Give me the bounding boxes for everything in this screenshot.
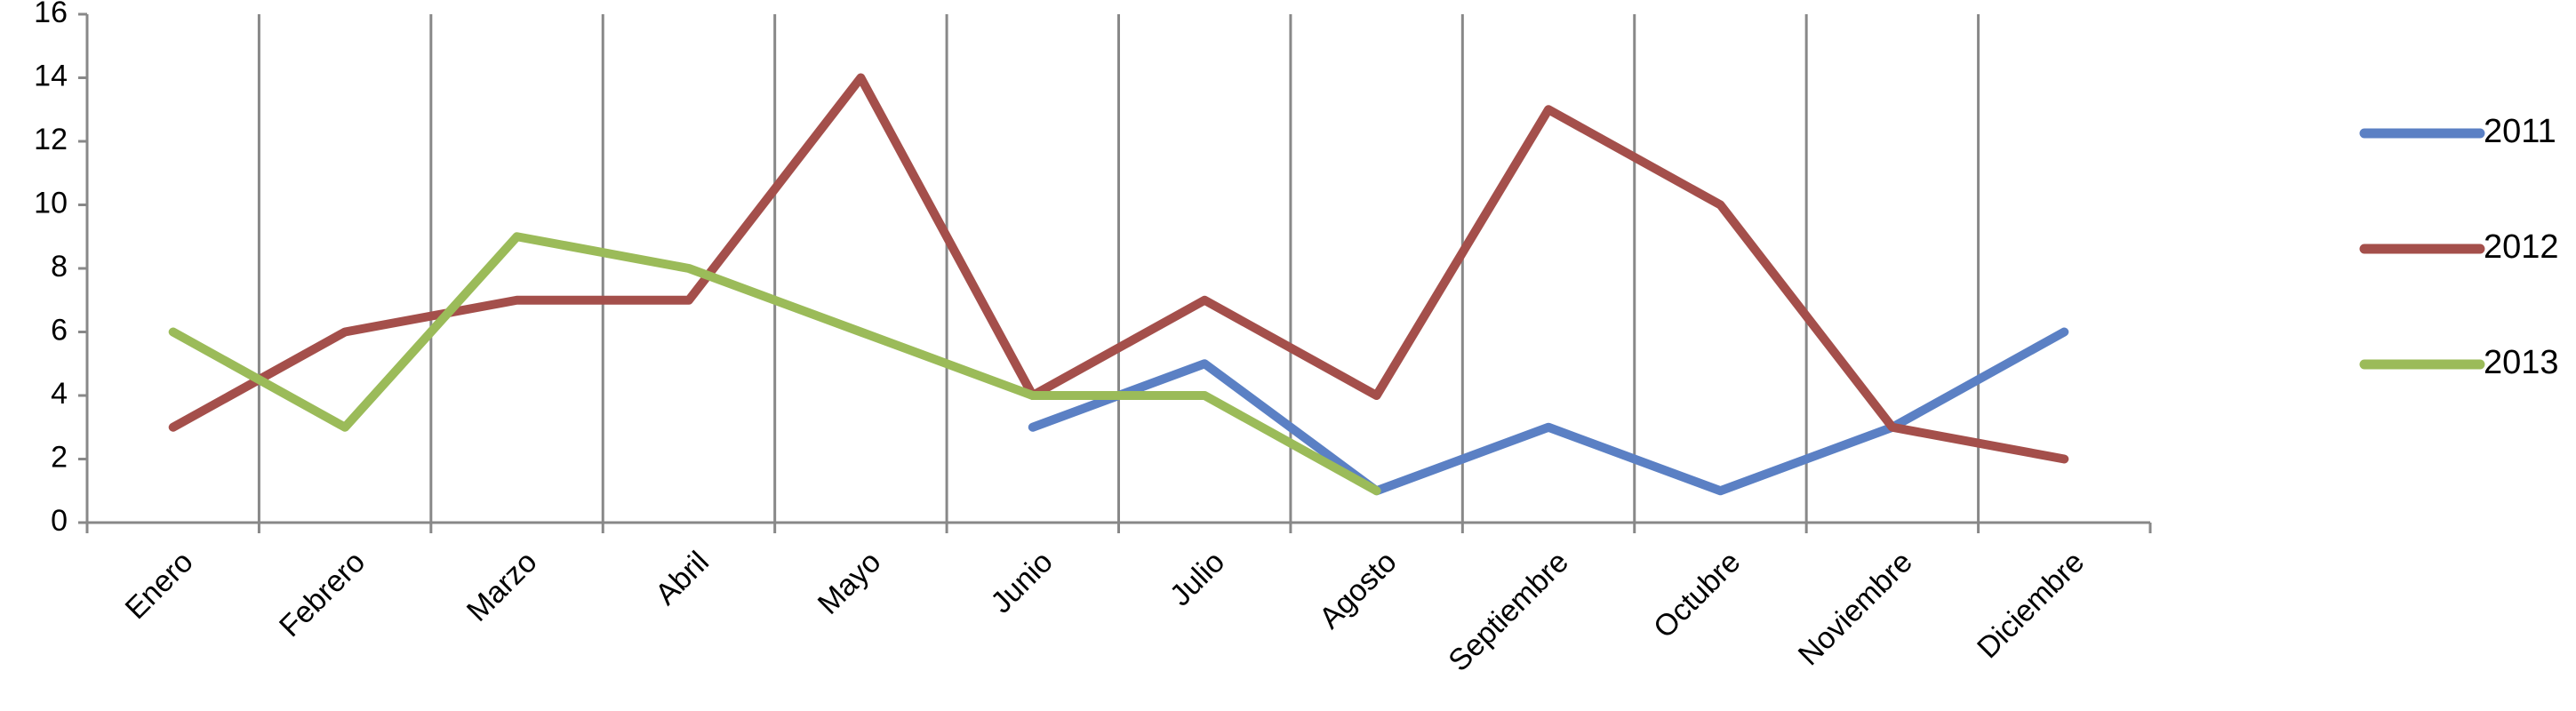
legend-label: 2012: [2484, 228, 2559, 266]
x-tick-label: Junio: [984, 545, 1059, 619]
series-line: [168, 232, 1381, 496]
y-tick-label: 12: [34, 123, 68, 156]
legend-label: 2011: [2484, 113, 2556, 150]
y-tick-label: 2: [51, 440, 68, 474]
x-tick-label: Mayo: [812, 545, 888, 621]
y-tick-label: 4: [51, 377, 68, 411]
legend-label: 2013: [2484, 344, 2559, 381]
x-tick-label: Septiembre: [1442, 545, 1575, 678]
y-tick-label: 0: [51, 504, 68, 538]
x-tick-label: Agosto: [1313, 545, 1404, 635]
x-tick-label: Diciembre: [1971, 545, 2091, 665]
x-tick-label: Abril: [649, 545, 716, 611]
legend: 2011 2012 2013: [2359, 113, 2559, 381]
y-tick-label: 14: [34, 59, 68, 92]
y-tick-label: 16: [34, 0, 68, 29]
y-tick-label: 10: [34, 186, 68, 220]
series-line: [168, 73, 2069, 464]
y-tick-label: 6: [51, 313, 68, 347]
x-tick-label: Octubre: [1647, 545, 1747, 644]
x-tick-label: Marzo: [460, 545, 544, 628]
x-tick-label: Febrero: [273, 545, 372, 643]
x-tick-label: Enero: [119, 545, 200, 626]
x-tick-label: Noviembre: [1792, 545, 1919, 672]
x-tick-label: Julio: [1164, 545, 1231, 612]
y-tick-label: 8: [51, 250, 68, 284]
series-line: [1028, 327, 2069, 496]
